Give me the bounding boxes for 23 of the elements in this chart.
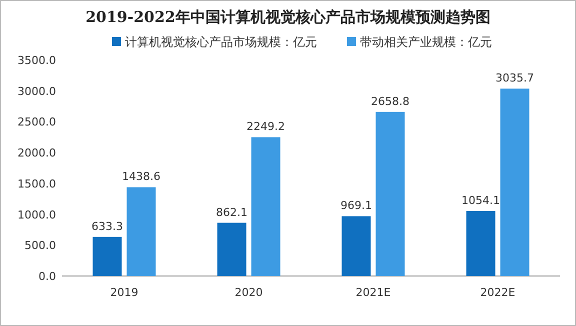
y-tick-label: 3000.0 bbox=[18, 84, 56, 98]
y-tick-label: 2000.0 bbox=[18, 146, 56, 160]
legend-label: 带动相关产业规模：亿元 bbox=[360, 35, 492, 49]
data-label: 2249.2 bbox=[246, 120, 285, 134]
data-label: 862.1 bbox=[216, 206, 248, 219]
y-tick-label: 0.0 bbox=[38, 270, 56, 283]
data-label: 969.1 bbox=[340, 199, 372, 212]
data-label: 3035.7 bbox=[496, 72, 534, 85]
data-label: 1438.6 bbox=[122, 170, 160, 184]
y-tick-label: 1500.0 bbox=[18, 177, 56, 190]
x-tick-label: 2019 bbox=[110, 286, 138, 299]
data-label: 633.3 bbox=[92, 220, 123, 233]
data-label: 2658.8 bbox=[371, 94, 410, 108]
y-tick-label: 1000.0 bbox=[18, 208, 56, 222]
x-tick-label: 2020 bbox=[234, 286, 263, 299]
title: 2019-2022年中国计算机视觉核心产品市场规模预测趋势图 bbox=[86, 8, 490, 26]
y-tick-label: 3500.0 bbox=[18, 54, 56, 67]
data-label: 1054.1 bbox=[462, 194, 500, 207]
legend-label: 计算机视觉核心产品市场规模：亿元 bbox=[125, 35, 317, 49]
x-tick-label: 2022E bbox=[480, 286, 516, 299]
y-tick-label: 500.0 bbox=[24, 239, 56, 252]
y-tick-label: 2500.0 bbox=[18, 116, 56, 129]
x-tick-label: 2021E bbox=[356, 286, 391, 299]
